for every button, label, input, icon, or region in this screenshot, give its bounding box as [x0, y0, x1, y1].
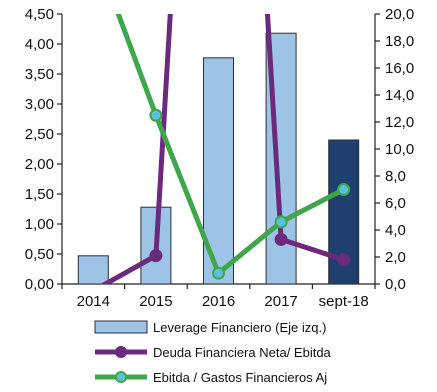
right-tick-label: 12,0	[385, 114, 414, 131]
x-tick-label: 2016	[202, 293, 235, 310]
right-tick-label: 4,0	[385, 222, 406, 239]
bar	[203, 57, 234, 285]
left-tick-label: 3,00	[25, 96, 54, 113]
legend-label: Deuda Financiera Neta/ Ebitda	[153, 345, 332, 360]
right-tick-label: 0,0	[385, 276, 406, 293]
legend-swatch	[94, 320, 148, 334]
series-line	[100, 14, 345, 284]
marker-series	[149, 108, 351, 280]
series-marker	[337, 253, 351, 267]
right-tick-label: 20,0	[385, 6, 414, 23]
bar-series	[77, 32, 360, 285]
x-tick-label: 2017	[264, 293, 297, 310]
legend-marker	[115, 371, 127, 383]
series-marker	[274, 215, 288, 229]
right-tick-label: 8,0	[385, 168, 406, 185]
left-tick-label: 4,50	[25, 6, 54, 23]
series-marker	[337, 183, 351, 196]
left-tick-label: 3,50	[25, 66, 54, 83]
x-tick-label: 2015	[139, 293, 172, 310]
series-marker	[149, 108, 163, 122]
bar	[77, 255, 109, 285]
legend-label: Ebitda / Gastos Financieros Aj	[153, 370, 327, 385]
right-tick-label: 16,0	[385, 60, 414, 77]
right-tick-label: 2,0	[385, 249, 406, 266]
x-tick-label: sept-18	[319, 293, 369, 310]
left-tick-label: 0,50	[25, 246, 54, 263]
left-tick-label: 2,50	[25, 126, 54, 143]
right-tick-label: 10,0	[385, 141, 414, 158]
legend-marker	[115, 346, 127, 358]
left-tick-label: 2,00	[25, 156, 54, 173]
x-tick-label: 2014	[77, 293, 110, 310]
left-tick-label: 1,50	[25, 186, 54, 203]
right-tick-label: 14,0	[385, 87, 414, 104]
series-marker	[212, 266, 225, 280]
legend-label: Leverage Financiero (Eje izq.)	[153, 320, 326, 335]
left-tick-label: 1,00	[25, 216, 54, 233]
tick-labels: 0,00 0,50 1,00 1,50 2,00 2,50 3,00 3,50 4,00 4,50…	[25, 6, 414, 310]
left-tick-label: 0,00	[25, 276, 54, 293]
legend: Leverage Financiero (Eje izq.) Deuda Fina…	[94, 320, 332, 385]
right-tick-label: 6,0	[385, 195, 406, 212]
series-marker	[149, 249, 163, 263]
right-tick-label: 18,0	[385, 33, 414, 50]
series-marker	[274, 232, 288, 246]
left-tick-label: 4,00	[25, 36, 54, 53]
